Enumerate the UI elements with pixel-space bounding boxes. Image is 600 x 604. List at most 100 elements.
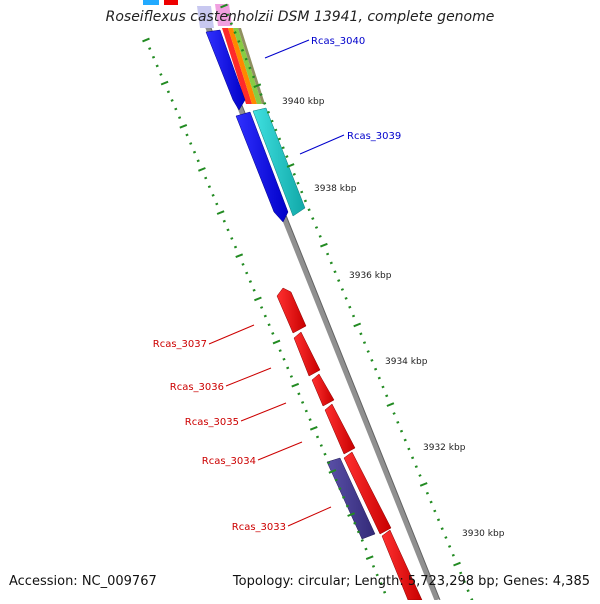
gene-reverse-1: [276, 287, 307, 334]
gene-purple: [326, 457, 376, 540]
minor-tick: [151, 55, 156, 59]
major-tick: [328, 469, 337, 474]
minor-tick: [315, 435, 320, 439]
ruler-label: 3934 kbp: [385, 357, 428, 367]
minor-tick: [301, 400, 305, 404]
minor-tick: [364, 547, 368, 551]
gene-reverse-4: [324, 403, 356, 455]
minor-tick: [240, 48, 245, 52]
minor-tick: [292, 172, 296, 176]
major-tick: [320, 242, 328, 248]
minor-tick: [448, 544, 452, 548]
minor-tick: [451, 553, 455, 557]
ruler-label: 3932 kbp: [423, 443, 466, 453]
major-tick: [254, 296, 262, 302]
minor-tick: [252, 75, 256, 79]
minor-tick: [300, 190, 304, 194]
minor-tick: [318, 234, 322, 238]
minor-tick: [411, 456, 415, 460]
minor-tick: [433, 509, 437, 513]
minor-tick: [326, 252, 330, 256]
minor-tick: [356, 530, 361, 534]
major-tick: [419, 482, 428, 487]
leader-line: [240, 402, 287, 422]
accession-text: Accession: NC_009767: [9, 574, 157, 589]
leader-line: [287, 506, 332, 527]
minor-tick: [211, 193, 215, 197]
clipped-feature-red: [164, 0, 178, 5]
minor-tick: [345, 504, 349, 508]
major-tick: [235, 253, 244, 259]
minor-tick: [281, 146, 285, 150]
ruler-label: 3930 kbp: [462, 529, 505, 539]
major-tick: [179, 123, 188, 129]
minor-tick: [285, 155, 289, 159]
major-tick: [198, 167, 206, 172]
gene-forward-1: [205, 29, 246, 111]
gene-label-rcas-3034[interactable]: Rcas_3034: [202, 456, 256, 467]
major-tick: [386, 402, 395, 407]
minor-tick: [351, 314, 356, 318]
gene-label-rcas-3039[interactable]: Rcas_3039: [347, 131, 401, 142]
inner-tick-track: [142, 37, 387, 594]
minor-tick: [371, 564, 376, 568]
minor-tick: [436, 518, 441, 522]
leader-line: [225, 367, 272, 387]
minor-tick: [245, 271, 249, 275]
gene-label-rcas-3035[interactable]: Rcas_3035: [185, 417, 239, 428]
minor-tick: [383, 590, 387, 594]
minor-tick: [414, 465, 418, 469]
minor-tick: [286, 366, 290, 370]
minor-tick: [271, 331, 275, 335]
minor-tick: [403, 438, 407, 442]
minor-tick: [314, 226, 319, 229]
map-title: Roseiflexus castenholzii DSM 13941, comp…: [105, 9, 495, 25]
gene-label-rcas-3033[interactable]: Rcas_3033: [232, 522, 286, 533]
minor-tick: [266, 110, 270, 114]
minor-tick: [337, 279, 341, 283]
gene-reverse-2: [293, 331, 321, 377]
major-tick: [253, 83, 262, 89]
minor-tick: [381, 385, 385, 389]
feature-strip-red: [222, 28, 252, 104]
minor-tick: [196, 159, 200, 163]
gene-label-rcas-3037[interactable]: Rcas_3037: [153, 339, 207, 350]
major-tick: [160, 80, 169, 86]
minor-tick: [233, 245, 238, 249]
minor-tick: [360, 539, 364, 542]
minor-tick: [226, 13, 230, 17]
minor-tick: [267, 323, 271, 327]
minor-tick: [248, 280, 252, 284]
minor-tick: [274, 128, 278, 132]
gene-cyan: [252, 107, 306, 217]
minor-tick: [185, 133, 189, 137]
minor-tick: [379, 582, 383, 586]
minor-tick: [459, 571, 463, 575]
minor-tick: [340, 288, 344, 291]
minor-tick: [327, 461, 331, 465]
major-tick: [353, 322, 362, 328]
minor-tick: [429, 500, 433, 504]
gene-label-rcas-3036[interactable]: Rcas_3036: [170, 382, 224, 393]
minor-tick: [385, 394, 389, 398]
minor-tick: [425, 491, 429, 495]
clipped-feature-cyan: [143, 0, 159, 5]
gene-forward-2: [235, 111, 289, 223]
minor-tick: [207, 185, 211, 189]
minor-tick: [222, 219, 226, 223]
genome-backbone-shade: [202, 7, 441, 601]
minor-tick: [307, 208, 311, 212]
minor-tick: [277, 137, 282, 141]
minor-tick: [466, 589, 470, 593]
minor-tick: [353, 521, 357, 525]
gene-label-rcas-3040[interactable]: Rcas_3040: [311, 36, 365, 47]
minor-tick: [359, 332, 363, 336]
leader-line: [264, 39, 310, 59]
minor-tick: [344, 296, 348, 300]
major-tick: [286, 163, 295, 168]
major-tick: [220, 3, 228, 9]
minor-tick: [462, 580, 466, 584]
minor-tick: [338, 487, 342, 491]
